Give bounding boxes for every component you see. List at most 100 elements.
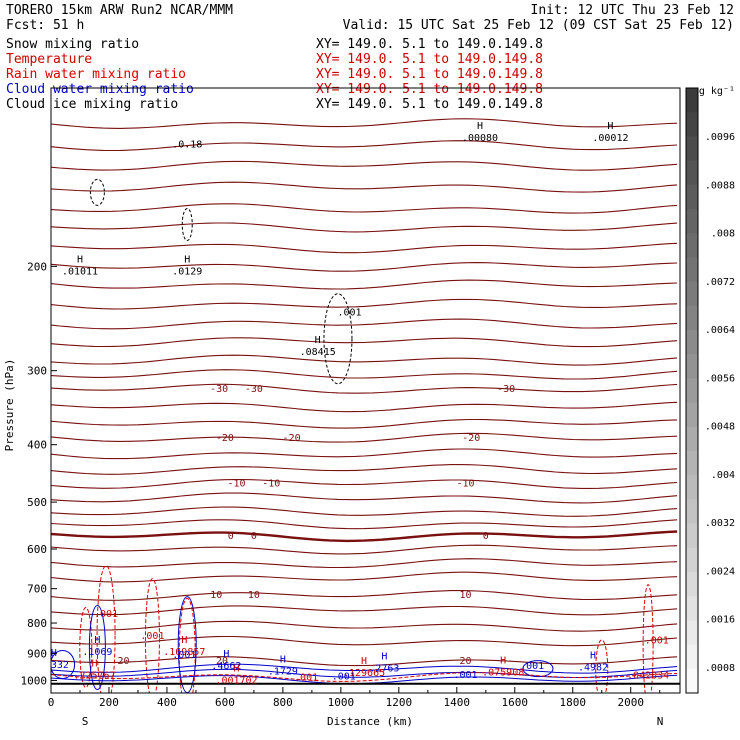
- field-name: Cloud ice mixing ratio: [6, 97, 178, 112]
- extremum-value: .00080: [462, 133, 498, 144]
- colorbar-swatch: [686, 644, 698, 670]
- field-name: Rain water mixing ratio: [6, 67, 186, 82]
- colorbar-label: .0088: [705, 180, 735, 191]
- mixing-ratio-contour: [178, 597, 196, 693]
- field-section-coords: XY= 149.0. 5.1 to 149.0.149.8: [316, 97, 543, 112]
- isotherm: [51, 383, 678, 394]
- isotherm: [51, 635, 678, 647]
- isotherm-label: 0: [228, 531, 234, 542]
- isotherm-label: 0: [251, 531, 257, 542]
- colorbar-swatch: [686, 378, 698, 404]
- isotherm: [51, 656, 678, 667]
- isotherm: [51, 544, 678, 555]
- isotherm-label: -30: [210, 384, 228, 395]
- mixing-ratio-contour: [144, 578, 160, 693]
- mixing-ratio-contour: [89, 178, 105, 206]
- colorbar-swatch: [686, 281, 698, 307]
- isotherm: [51, 620, 678, 632]
- x-tick-label: 200: [99, 696, 119, 709]
- isotherm: [51, 519, 678, 530]
- extremum-value: .4662: [211, 661, 241, 672]
- field-section-coords: XY= 149.0. 5.1 to 149.0.149.8: [316, 67, 543, 82]
- y-tick-label: 700: [27, 583, 47, 596]
- isotherm: [51, 418, 678, 429]
- y-tick-label: 500: [27, 496, 47, 509]
- colorbar-label: .0064: [705, 325, 735, 336]
- extremum-marker: H: [607, 121, 613, 132]
- plot-frame: [50, 87, 681, 694]
- extremum-value: .075908: [482, 667, 524, 678]
- isotherm: [51, 140, 678, 152]
- mixing-ratio-contour: [96, 565, 116, 693]
- isotherm-label: 10: [459, 590, 471, 601]
- x-tick-label: 1200: [386, 696, 413, 709]
- isotherm: [51, 262, 678, 272]
- plot-area: -30 -30 -30 -20 -20 -20 -10 -10 -10 0 0 0 10 10 10 20 20…: [21, 87, 681, 709]
- colorbar-swatch: [686, 136, 698, 162]
- isotherm-label: 0: [483, 531, 489, 542]
- colorbar-swatch: [686, 499, 698, 525]
- extremum-value: .129665: [343, 668, 385, 679]
- isotherm: [51, 432, 678, 443]
- isotherm-label: 20: [117, 656, 129, 667]
- field-name: Cloud water mixing ratio: [6, 82, 194, 97]
- extremum-value: .1069: [82, 647, 112, 658]
- extremum-value: .001: [172, 650, 196, 661]
- colorbar-swatch: [686, 426, 698, 452]
- colorbar-swatch: [686, 572, 698, 597]
- extremum-marker: H: [500, 655, 506, 666]
- y-tick-label: 600: [27, 543, 47, 556]
- right-endpoint-label: N: [657, 715, 664, 728]
- extremum-value: .4982: [578, 663, 608, 674]
- colorbar-label: .0032: [705, 518, 735, 529]
- extremum-marker: H: [94, 635, 100, 646]
- x-axis-label: Distance (km): [327, 715, 413, 728]
- isotherm: [51, 354, 678, 366]
- isotherm-label: -20: [283, 433, 301, 444]
- isotherm: [51, 298, 678, 310]
- field-name: Snow mixing ratio: [6, 37, 139, 52]
- colorbar-label: .004: [711, 470, 735, 481]
- extremum-marker: H: [381, 651, 387, 662]
- colorbar-units: g kg⁻¹: [699, 86, 735, 97]
- isotherm: [51, 478, 678, 489]
- isotherm: [51, 492, 678, 504]
- extremum-marker: H: [361, 656, 367, 667]
- y-tick-label: 1000: [21, 674, 48, 687]
- isotherm-label: -10: [456, 478, 474, 489]
- colorbar-label: .008: [711, 229, 735, 240]
- extremum-value: .001: [94, 609, 118, 620]
- extremum-marker: H: [91, 659, 97, 670]
- extremum-value: .001: [140, 631, 164, 642]
- extremum-marker: H: [77, 255, 83, 266]
- extremum-value: .001: [645, 636, 669, 647]
- left-endpoint-label: S: [82, 715, 89, 728]
- extremum-marker: H: [315, 335, 321, 346]
- extremum-value: .001702: [215, 676, 257, 687]
- model-title: TORERO 15km ARW Run2 NCAR/MMM: [6, 3, 233, 18]
- extremum-value: .001: [520, 661, 544, 672]
- mixing-ratio-contour: [88, 605, 106, 691]
- field-name: Temperature: [6, 52, 92, 67]
- x-tick-label: 1000: [328, 696, 355, 709]
- extremum-value: .001: [332, 671, 356, 682]
- mixing-ratio-contour: [642, 584, 654, 693]
- colorbar-swatch: [686, 330, 698, 355]
- isotherm: [51, 203, 678, 214]
- extremum-marker: H: [477, 121, 483, 132]
- extremum-value: .042834: [627, 671, 669, 682]
- isotherm: [51, 279, 678, 290]
- colorbar-label: .0072: [705, 277, 735, 288]
- colorbar-frame: [685, 87, 699, 694]
- isotherm: [51, 605, 678, 616]
- y-axis-label: Pressure (hPa): [3, 359, 16, 452]
- forecast-hour: Fcst: 51 h: [6, 18, 84, 33]
- isotherm: [51, 571, 678, 583]
- y-tick-label: 300: [27, 365, 47, 378]
- isotherm: [51, 160, 678, 171]
- extremum-marker: H: [590, 651, 596, 662]
- isotherm-label: 10: [248, 590, 260, 601]
- extremum-value: .0.18: [172, 139, 202, 150]
- isotherm: [51, 506, 678, 517]
- isotherm: [51, 590, 678, 601]
